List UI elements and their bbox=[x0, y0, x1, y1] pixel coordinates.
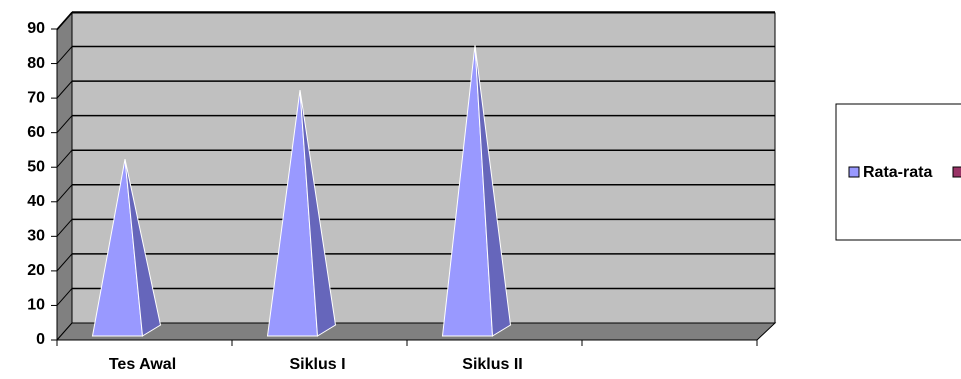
y-tick-label: 90 bbox=[27, 20, 45, 37]
back-wall bbox=[71, 12, 776, 324]
x-tick-label: Siklus II bbox=[462, 356, 522, 373]
legend-label: Rata-rata bbox=[863, 164, 932, 181]
y-tick-label: 70 bbox=[27, 89, 45, 106]
grid-line-side bbox=[56, 149, 73, 168]
pyramid-side bbox=[124, 159, 162, 337]
y-tick-label: 0 bbox=[36, 331, 45, 348]
y-tick-label: 30 bbox=[27, 228, 45, 245]
pyramid bbox=[266, 90, 337, 337]
grid-line-side bbox=[56, 253, 73, 272]
pyramid-side bbox=[474, 45, 512, 337]
grid-line-side bbox=[56, 184, 73, 203]
y-tick-label: 60 bbox=[27, 124, 45, 141]
grid-line-side bbox=[56, 11, 73, 30]
y-tick-label: 10 bbox=[27, 297, 45, 314]
pyramid-side bbox=[299, 90, 337, 337]
grid-line-side bbox=[56, 80, 73, 99]
x-tick-label: Siklus I bbox=[289, 356, 345, 373]
y-tick-label: 80 bbox=[27, 55, 45, 72]
y-tick-label: 40 bbox=[27, 193, 45, 210]
grid-line-side bbox=[56, 219, 73, 237]
legend-marker bbox=[848, 166, 860, 178]
y-tick-label: 20 bbox=[27, 262, 45, 279]
x-tick-label: Tes Awal bbox=[109, 356, 176, 373]
legend-marker bbox=[952, 166, 961, 178]
grid-line-side bbox=[56, 288, 73, 306]
y-tick-label: 50 bbox=[27, 158, 45, 175]
floor bbox=[55, 322, 777, 341]
pyramid bbox=[441, 45, 512, 337]
grid-line-side bbox=[56, 46, 73, 64]
pyramid bbox=[91, 159, 162, 337]
grid-line-side bbox=[56, 115, 73, 133]
